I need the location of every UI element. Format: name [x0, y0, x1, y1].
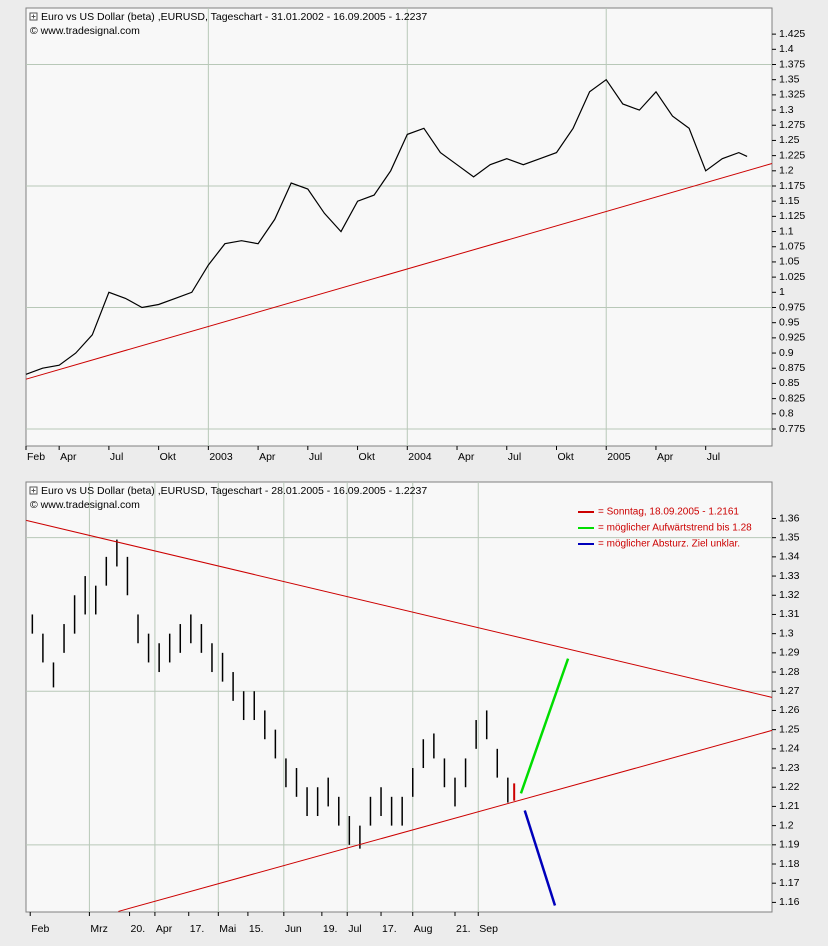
y-tick-label: 1.1 [779, 225, 794, 237]
y-tick-label: 1.35 [779, 531, 800, 543]
x-tick-label: 15. [249, 923, 264, 935]
y-tick-label: 1.3 [779, 104, 794, 116]
x-tick-label: Okt [359, 451, 375, 463]
y-tick-label: 1.26 [779, 704, 800, 716]
y-tick-label: 1.27 [779, 685, 800, 697]
y-tick-label: 1.025 [779, 271, 805, 283]
y-tick-label: 1.175 [779, 180, 805, 192]
x-tick-label: Aug [414, 923, 433, 935]
y-tick-label: 0.825 [779, 392, 805, 404]
y-tick-label: 1.31 [779, 608, 800, 620]
x-tick-label: 17. [382, 923, 397, 935]
y-tick-label: 1.22 [779, 781, 800, 793]
y-tick-label: 1.17 [779, 877, 800, 889]
y-tick-label: 1.125 [779, 210, 805, 222]
legend-label: = möglicher Aufwärtstrend bis 1.28 [598, 523, 752, 534]
y-tick-label: 0.875 [779, 362, 805, 374]
x-tick-label: Apr [156, 923, 173, 935]
drawn-line [26, 519, 773, 698]
y-tick-label: 1.375 [779, 58, 805, 70]
y-tick-label: 0.775 [779, 423, 805, 435]
y-tick-label: 0.85 [779, 377, 800, 389]
y-tick-label: 1.35 [779, 73, 800, 85]
x-tick-label: Jul [309, 451, 322, 463]
x-tick-label: 17. [190, 923, 205, 935]
x-tick-label: Apr [657, 451, 674, 463]
y-tick-label: 0.9 [779, 347, 794, 359]
y-tick-label: 1.24 [779, 743, 800, 755]
y-tick-label: 1.18 [779, 858, 800, 870]
x-tick-label: Apr [60, 451, 77, 463]
x-tick-label: 21. [456, 923, 471, 935]
chart-subtitle: © www.tradesignal.com [30, 499, 140, 511]
x-tick-label: Okt [557, 451, 573, 463]
y-tick-label: 1.28 [779, 666, 800, 678]
y-tick-label: 1.36 [779, 512, 800, 524]
y-tick-label: 1.29 [779, 647, 800, 659]
x-tick-label: Mrz [90, 923, 108, 935]
legend-label: = Sonntag, 18.09.2005 - 1.2161 [598, 507, 739, 518]
x-tick-label: Jul [707, 451, 720, 463]
x-tick-label: Jul [508, 451, 521, 463]
plot-area [25, 481, 773, 913]
x-tick-label: Feb [27, 451, 45, 463]
x-tick-label: 2003 [209, 451, 233, 463]
chart-title: Euro vs US Dollar (beta) ,EURUSD, Tagesc… [41, 485, 427, 497]
y-tick-label: 1.325 [779, 89, 805, 101]
y-tick-label: 1.275 [779, 119, 805, 131]
chart-title: Euro vs US Dollar (beta) ,EURUSD, Tagesc… [41, 11, 427, 23]
y-tick-label: 1.21 [779, 800, 800, 812]
x-tick-label: Jul [348, 923, 361, 935]
drawn-line [118, 729, 773, 912]
y-tick-label: 0.925 [779, 332, 805, 344]
plot-area [25, 7, 773, 447]
y-tick-label: 1.225 [779, 149, 805, 161]
y-tick-label: 1.2 [779, 165, 794, 177]
y-tick-label: 1.32 [779, 589, 800, 601]
price-line [25, 78, 748, 375]
drawn-line [25, 163, 773, 380]
chart-subtitle: © www.tradesignal.com [30, 25, 140, 37]
y-tick-label: 0.975 [779, 301, 805, 313]
x-tick-label: Jun [285, 923, 302, 935]
x-tick-label: 20. [131, 923, 146, 935]
y-tick-label: 1.33 [779, 570, 800, 582]
y-tick-label: 1.075 [779, 241, 805, 253]
y-tick-label: 1.34 [779, 551, 800, 563]
y-tick-label: 1.15 [779, 195, 800, 207]
x-tick-label: Feb [31, 923, 49, 935]
y-tick-label: 1.3 [779, 627, 794, 639]
legend-label: = möglicher Absturz. Ziel unklar. [598, 539, 740, 550]
x-tick-label: 19. [323, 923, 338, 935]
y-tick-label: 1.19 [779, 839, 800, 851]
x-tick-label: Apr [458, 451, 475, 463]
y-tick-label: 0.95 [779, 316, 800, 328]
x-tick-label: 2004 [408, 451, 432, 463]
y-tick-label: 1.425 [779, 28, 805, 40]
x-tick-label: Jul [110, 451, 123, 463]
y-tick-label: 1.23 [779, 762, 800, 774]
y-tick-label: 1.25 [779, 723, 800, 735]
y-tick-label: 1.25 [779, 134, 800, 146]
x-tick-label: Okt [160, 451, 176, 463]
y-tick-label: 1.4 [779, 43, 794, 55]
y-tick-label: 1.05 [779, 256, 800, 268]
drawn-line [523, 810, 557, 906]
y-tick-label: 1.16 [779, 896, 800, 908]
y-tick-label: 1 [779, 286, 785, 298]
x-tick-label: 2005 [607, 451, 631, 463]
y-tick-label: 1.2 [779, 819, 794, 831]
x-tick-label: Apr [259, 451, 276, 463]
drawn-line [519, 658, 570, 794]
x-tick-label: Sep [479, 923, 498, 935]
y-tick-label: 0.8 [779, 408, 794, 420]
x-tick-label: Mai [219, 923, 236, 935]
